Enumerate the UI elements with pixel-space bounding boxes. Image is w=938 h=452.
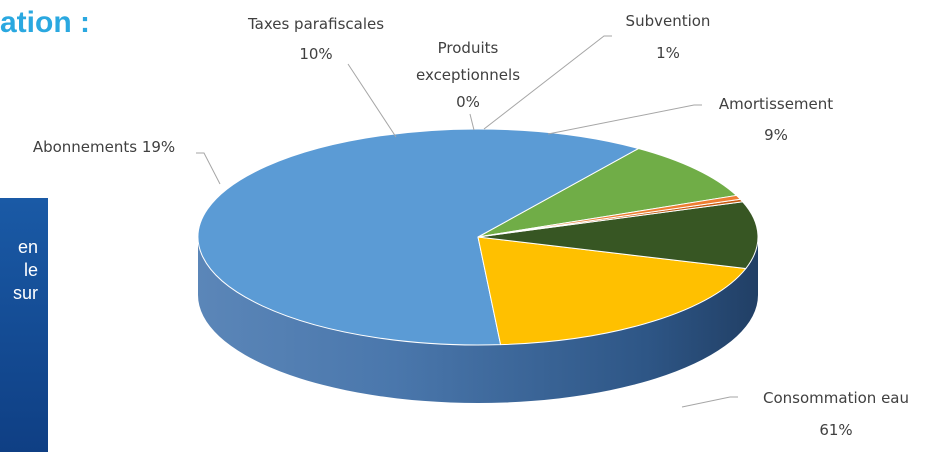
- data-label-taxes-value: 10%: [299, 45, 332, 63]
- side-panel-line: le: [23, 260, 38, 280]
- data-label-subvention-name: Subvention: [626, 12, 711, 30]
- data-label-amortissement-value: 9%: [764, 126, 788, 144]
- pie-depth: [198, 237, 758, 403]
- pie-side-consommation: [198, 237, 758, 403]
- pie-slices: [197, 128, 759, 346]
- leader-line-abonnements: [196, 152, 221, 185]
- data-label-abonnements: Abonnements 19%: [33, 138, 175, 156]
- data-label-produits-name-2: exceptionnels: [416, 66, 520, 84]
- data-labels: Taxes parafiscales 10% Produits exceptio…: [33, 12, 909, 439]
- side-panel-line: en: [17, 237, 38, 257]
- data-label-consommation-value: 61%: [819, 421, 852, 439]
- leader-line-amortissement: [547, 104, 702, 135]
- data-label-amortissement-name: Amortissement: [719, 95, 833, 113]
- pie-slice-consommation: [197, 128, 639, 346]
- data-label-produits-name: Produits: [438, 39, 499, 57]
- side-panel-line: sur: [12, 283, 38, 303]
- data-label-produits-value: 0%: [456, 93, 480, 111]
- data-label-taxes-name: Taxes parafiscales: [247, 15, 384, 33]
- leader-lines: [196, 35, 738, 408]
- side-panel: en le sur: [0, 198, 48, 452]
- leader-line-taxes: [347, 63, 397, 138]
- data-label-subvention-value: 1%: [656, 44, 680, 62]
- leader-line-consommation: [681, 396, 738, 408]
- data-label-consommation-name: Consommation eau: [763, 389, 909, 407]
- side-panel-text: en le sur: [13, 236, 38, 305]
- pie-slice-taxes: [477, 201, 759, 270]
- leader-line-produits: [469, 113, 475, 131]
- pie-slice-amortissement: [477, 148, 737, 238]
- leader-line-subvention: [483, 35, 612, 130]
- pie-slice-abonnements: [477, 236, 747, 346]
- page-heading: ation :: [0, 6, 90, 39]
- pie-slice-subvention: [477, 194, 741, 238]
